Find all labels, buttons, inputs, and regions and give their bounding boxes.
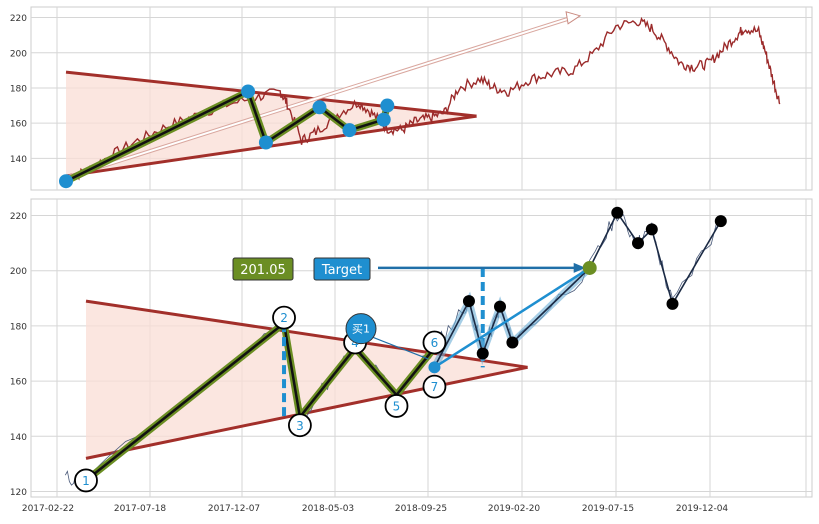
forecast-point-9 [666,297,679,310]
bottom-pattern-inner [85,321,436,482]
x-tick-label-7: 2019-12-04 [676,504,729,514]
bottom-triangle-fill [86,301,528,459]
top-pivot-point-0 [59,174,73,189]
x-tick-label-6: 2019-07-15 [582,504,634,514]
pivot-circle-5 [384,394,409,418]
pivot-circle-2 [272,305,296,330]
forecast-point-2 [476,347,489,360]
target-point [582,260,597,275]
pivot-circle-6 [422,330,447,355]
x-tick-label-0: 2017-02-22 [22,504,74,514]
annotation-target-text: Target [321,263,362,278]
bottom-ytick-label-3: 180 [10,322,27,332]
top-pivot-point-2 [258,135,273,150]
pivot-label-7: 7 [431,380,439,394]
forecast-point-8 [645,223,658,236]
x-tick-label-2: 2017-12-07 [208,504,260,514]
pivot-circle-1 [74,468,98,493]
x-tick-label-4: 2018-09-25 [395,504,447,514]
buy-marker-text: 买1 [352,323,370,336]
x-tick-label-5: 2019-02-20 [488,504,541,514]
buy-marker-circle [345,313,377,345]
top-pivot-point-1 [241,84,256,99]
top-arrow-shaft-inner [65,17,569,179]
top-triangle-fill [66,72,477,176]
forecast-point-3 [494,300,506,313]
bottom-ytick-label-5: 220 [10,212,27,222]
bottom-ytick-label-0: 120 [10,488,27,498]
top-pivot-point-5 [376,112,391,127]
forecast-point-4 [506,336,519,349]
pivot-label-2: 2 [280,311,288,325]
top-triangle-upper-line [65,70,477,118]
top-ytick-label-4: 220 [10,14,27,24]
annotation-box-value [232,257,294,281]
forecast-point-7 [632,237,644,250]
pivot-label-3: 3 [296,419,304,433]
forecast-point-1 [462,295,475,308]
pivot-label-1: 1 [82,474,90,488]
annotation-box-target [313,257,371,281]
bottom-ytick-label-2: 160 [10,378,27,388]
x-tick-label-3: 2018-05-03 [302,504,354,514]
pivot-circle-7 [422,374,447,399]
pivot-circle-3 [287,413,312,438]
x-tick-label-1: 2017-07-18 [114,504,167,514]
buy-marker-line [371,336,429,360]
pivot-label-6: 6 [431,336,439,350]
bottom-ytick-label-4: 200 [10,267,27,277]
top-ytick-label-3: 200 [10,49,27,59]
top-arrow-head [565,11,582,25]
top-pivot-point-6 [380,98,395,113]
pivot-label-5: 5 [393,399,401,413]
top-ytick-label-2: 180 [10,84,27,94]
bottom-ytick-label-1: 140 [10,433,27,443]
breakout-point [428,361,441,374]
forecast-point-6 [611,206,624,219]
top-pivot-point-4 [342,123,357,138]
top-ytick-label-0: 140 [10,155,27,165]
forecast-trend-line [433,266,591,369]
top-ytick-label-1: 160 [10,120,27,130]
forecast-point-10 [714,215,727,228]
target-arrow-head [573,262,586,273]
annotation-value-text: 201.05 [240,263,286,278]
top-pivot-point-3 [312,100,327,115]
